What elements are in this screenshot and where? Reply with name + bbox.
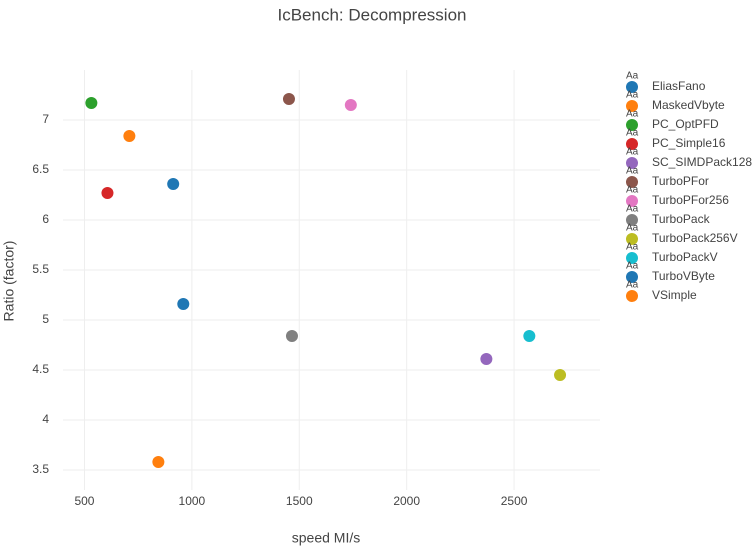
y-tick-label: 4 — [42, 412, 49, 426]
y-tick-label: 3.5 — [32, 462, 49, 476]
scatter-point — [152, 456, 165, 468]
legend-label: SC_SIMDPack128 — [652, 155, 752, 169]
scatter-point — [523, 330, 536, 342]
legend-label: TurboPFor — [652, 174, 709, 188]
x-tick-label: 2000 — [393, 494, 420, 508]
scatter-point — [85, 97, 98, 109]
legend-symbol-text: Aa — [626, 166, 639, 177]
legend-label: TurboPack — [652, 212, 711, 226]
y-tick-label: 7 — [42, 112, 49, 126]
legend-marker — [626, 252, 638, 264]
legend-symbol-text: Aa — [626, 280, 639, 291]
legend-symbol-text: Aa — [626, 185, 639, 196]
legend-label: TurboPFor256 — [652, 193, 729, 207]
y-tick-label: 6.5 — [32, 162, 49, 176]
legend-marker — [626, 195, 638, 207]
scatter-point — [344, 99, 357, 111]
legend-symbol-text: Aa — [626, 147, 639, 158]
legend-marker — [626, 233, 638, 245]
x-tick-label: 2500 — [501, 494, 528, 508]
legend-marker — [626, 100, 638, 112]
legend-label: PC_OptPFD — [652, 117, 719, 131]
legend-label: MaskedVbyte — [652, 98, 725, 112]
x-tick-label: 1500 — [286, 494, 313, 508]
y-tick-label: 5 — [42, 312, 49, 326]
scatter-point — [282, 93, 295, 105]
legend-symbol-text: Aa — [626, 109, 639, 120]
legend-symbol-text: Aa — [626, 242, 639, 253]
scatter-point — [177, 298, 190, 310]
scatter-point — [167, 178, 180, 190]
legend-marker — [626, 119, 638, 131]
legend-label: TurboPack256V — [652, 231, 738, 245]
legend-marker — [626, 290, 638, 302]
legend-marker — [626, 176, 638, 188]
legend-marker — [626, 214, 638, 226]
legend-label: EliasFano — [652, 79, 706, 93]
legend-label: VSimple — [652, 288, 697, 302]
legend-label: PC_Simple16 — [652, 136, 726, 150]
legend-marker — [626, 157, 638, 169]
legend-marker — [626, 81, 638, 93]
scatter-point — [480, 353, 493, 365]
y-axis-label: Ratio (factor) — [1, 241, 17, 322]
chart-title: IcBench: Decompression — [278, 5, 467, 24]
scatter-point — [554, 369, 567, 381]
legend-symbol-text: Aa — [626, 128, 639, 139]
y-tick-label: 6 — [42, 212, 49, 226]
scatter-point — [123, 130, 136, 142]
x-axis-label: speed MI/s — [292, 530, 360, 546]
legend-symbol-text: Aa — [626, 90, 639, 101]
legend-label: TurboVByte — [652, 269, 715, 283]
legend-marker — [626, 138, 638, 150]
x-tick-label: 1000 — [179, 494, 206, 508]
scatter-point — [101, 187, 114, 199]
legend-symbol-text: Aa — [626, 223, 639, 234]
x-tick-label: 500 — [74, 494, 94, 508]
y-tick-label: 4.5 — [32, 362, 49, 376]
legend-symbol-text: Aa — [626, 204, 639, 215]
legend-symbol-text: Aa — [626, 261, 639, 272]
scatter-point — [285, 330, 298, 342]
legend-label: TurboPackV — [652, 250, 718, 264]
legend-symbol-text: Aa — [626, 71, 639, 82]
legend-marker — [626, 271, 638, 283]
y-tick-label: 5.5 — [32, 262, 49, 276]
